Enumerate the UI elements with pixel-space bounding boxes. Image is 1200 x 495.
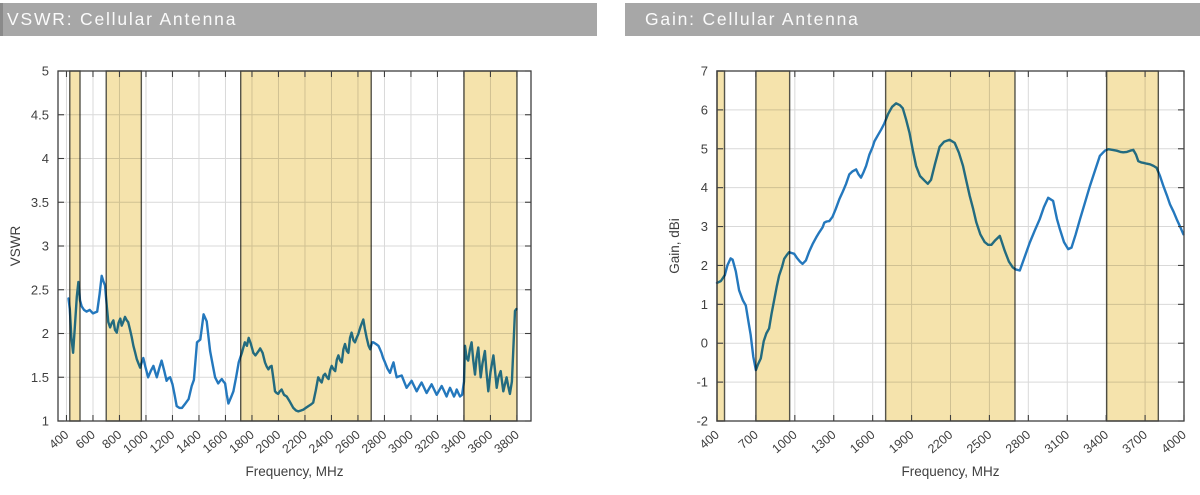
x-axis-label: Frequency, MHz <box>245 464 343 479</box>
cellular-band-highlight <box>240 70 372 422</box>
gain-chart: 400 700 1000 1300 1600 1900 2200 2500 2800 3100 34… <box>667 64 1189 480</box>
vswr-chart: 400 600 8001000120014001600180020002200240… <box>8 64 532 479</box>
gain-title-bar: Gain: Cellular Antenna <box>625 3 1200 36</box>
svg-text:2400: 2400 <box>306 428 336 457</box>
svg-text:4: 4 <box>701 180 708 195</box>
svg-text:3100: 3100 <box>1042 428 1072 457</box>
y-axis-label: Gain, dBi <box>667 218 682 274</box>
svg-text:3: 3 <box>701 219 708 234</box>
svg-text:3.5: 3.5 <box>31 195 49 210</box>
cellular-band-highlight <box>1105 70 1160 422</box>
svg-text:1: 1 <box>701 297 708 312</box>
svg-text:4000: 4000 <box>1159 428 1189 457</box>
svg-text:3400: 3400 <box>1081 428 1111 457</box>
svg-text:1000: 1000 <box>121 428 151 457</box>
svg-text:3800: 3800 <box>492 428 522 457</box>
svg-text:1300: 1300 <box>808 428 838 457</box>
svg-text:7: 7 <box>701 64 708 79</box>
svg-text:2800: 2800 <box>1003 428 1033 457</box>
cellular-band-highlight <box>755 70 791 422</box>
svg-text:400: 400 <box>46 428 71 452</box>
svg-text:2500: 2500 <box>964 428 994 457</box>
cellular-band-highlight <box>716 70 726 422</box>
svg-text:3200: 3200 <box>412 428 442 457</box>
svg-text:3600: 3600 <box>465 428 495 457</box>
svg-text:6: 6 <box>701 102 708 117</box>
svg-text:2: 2 <box>701 258 708 273</box>
svg-text:-2: -2 <box>696 414 708 429</box>
svg-text:1000: 1000 <box>769 428 799 457</box>
svg-text:2800: 2800 <box>359 428 389 457</box>
svg-text:2600: 2600 <box>333 428 363 457</box>
svg-text:1400: 1400 <box>174 428 204 457</box>
svg-text:5: 5 <box>701 141 708 156</box>
svg-text:1: 1 <box>42 414 49 429</box>
svg-text:4: 4 <box>42 151 49 166</box>
svg-text:2: 2 <box>42 326 49 341</box>
svg-text:0: 0 <box>701 336 708 351</box>
svg-text:800: 800 <box>99 428 124 452</box>
svg-text:1600: 1600 <box>847 428 877 457</box>
svg-text:4.5: 4.5 <box>31 107 49 122</box>
svg-text:1800: 1800 <box>227 428 257 457</box>
x-axis-label: Frequency, MHz <box>901 464 999 479</box>
svg-text:1200: 1200 <box>147 428 177 457</box>
svg-text:1600: 1600 <box>200 428 230 457</box>
svg-text:1.5: 1.5 <box>31 370 49 385</box>
cellular-band-highlight <box>463 70 518 422</box>
svg-text:2200: 2200 <box>925 428 955 457</box>
svg-text:5: 5 <box>42 64 49 79</box>
svg-text:2.5: 2.5 <box>31 282 49 297</box>
y-axis-label: VSWR <box>8 225 23 266</box>
svg-text:1900: 1900 <box>886 428 916 457</box>
svg-text:400: 400 <box>697 428 722 452</box>
svg-text:2000: 2000 <box>253 428 283 457</box>
svg-text:600: 600 <box>73 428 98 452</box>
tick-marks <box>58 70 531 422</box>
svg-text:3: 3 <box>42 239 49 254</box>
svg-text:3400: 3400 <box>439 428 469 457</box>
tick-marks <box>716 70 1185 422</box>
svg-text:3000: 3000 <box>386 428 416 457</box>
svg-text:700: 700 <box>736 428 761 452</box>
cellular-band-highlight <box>69 70 81 422</box>
cellular-band-highlight <box>105 70 143 422</box>
svg-text:-1: -1 <box>696 375 708 390</box>
svg-text:2200: 2200 <box>280 428 310 457</box>
svg-text:3700: 3700 <box>1120 428 1150 457</box>
cellular-band-highlight <box>884 70 1016 422</box>
vswr-title-bar: VSWR: Cellular Antenna <box>0 3 597 36</box>
